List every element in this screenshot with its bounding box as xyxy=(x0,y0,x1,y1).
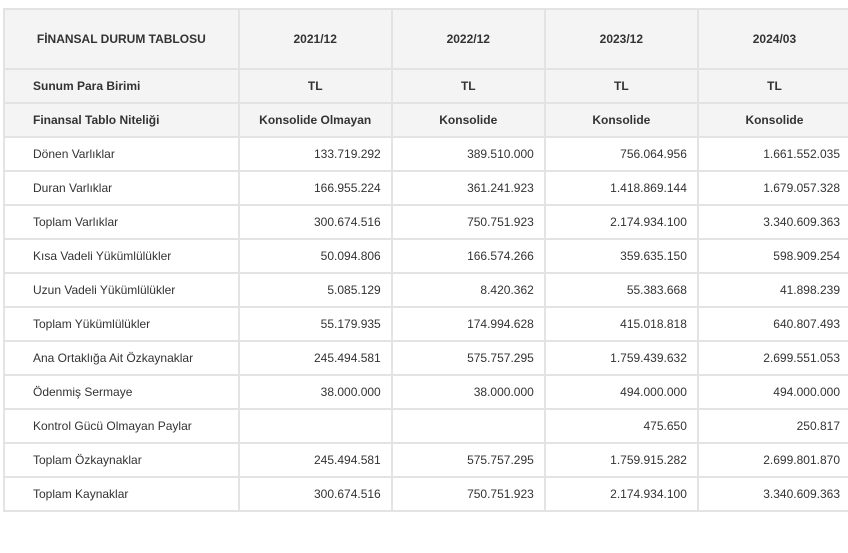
value-cell xyxy=(237,408,393,444)
value-cell: 55.383.668 xyxy=(543,272,699,308)
value-cell: 55.179.935 xyxy=(237,306,393,342)
row-label: Dönen Varlıklar xyxy=(3,136,240,172)
row-label: Uzun Vadeli Yükümlülükler xyxy=(3,272,240,308)
value-cell: 389.510.000 xyxy=(390,136,546,172)
value-cell: 415.018.818 xyxy=(543,306,699,342)
row-label: Kontrol Gücü Olmayan Paylar xyxy=(3,408,240,444)
value-cell: 245.494.581 xyxy=(237,340,393,376)
row-label: Toplam Kaynaklar xyxy=(3,476,240,512)
value-cell: 50.094.806 xyxy=(237,238,393,274)
value-cell: 361.241.923 xyxy=(390,170,546,206)
value-cell: 245.494.581 xyxy=(237,442,393,478)
value-cell: 1.661.552.035 xyxy=(696,136,848,172)
header-row: FİNANSAL DURUM TABLOSU 2021/12 2022/12 2… xyxy=(3,8,848,70)
row-label: Toplam Özkaynaklar xyxy=(3,442,240,478)
value-cell: 41.898.239 xyxy=(696,272,848,308)
table-row: Toplam Özkaynaklar 245.494.581 575.757.295… xyxy=(3,442,848,478)
value-cell: 3.340.609.363 xyxy=(696,204,848,240)
table-row: Duran Varlıklar 166.955.224 361.241.923 1.4… xyxy=(3,170,848,206)
period-header: 2023/12 xyxy=(543,8,699,70)
value-cell: 1.759.915.282 xyxy=(543,442,699,478)
table-row: Ödenmiş Sermaye 38.000.000 38.000.000 494.0… xyxy=(3,374,848,410)
value-cell: 166.574.266 xyxy=(390,238,546,274)
period-header: 2021/12 xyxy=(237,8,393,70)
value-cell: 8.420.362 xyxy=(390,272,546,308)
statement-nature-row: Finansal Tablo Niteliği Konsolide Olmaya… xyxy=(3,102,848,138)
value-cell: 494.000.000 xyxy=(543,374,699,410)
row-label: Sunum Para Birimi xyxy=(3,68,240,104)
value-cell: 174.994.628 xyxy=(390,306,546,342)
period-header: 2024/03 xyxy=(696,8,848,70)
value-cell: 359.635.150 xyxy=(543,238,699,274)
value-cell: 166.955.224 xyxy=(237,170,393,206)
value-cell: 494.000.000 xyxy=(696,374,848,410)
value-cell: 38.000.000 xyxy=(390,374,546,410)
value-cell: 38.000.000 xyxy=(237,374,393,410)
row-label: Kısa Vadeli Yükümlülükler xyxy=(3,238,240,274)
table-row: Toplam Varlıklar 300.674.516 750.751.923 2.… xyxy=(3,204,848,240)
nature-cell: Konsolide xyxy=(390,102,546,138)
currency-row: Sunum Para Birimi TL TL TL TL xyxy=(3,68,848,104)
value-cell: 3.340.609.363 xyxy=(696,476,848,512)
table-row: Kısa Vadeli Yükümlülükler 50.094.806 166.5… xyxy=(3,238,848,274)
value-cell: 250.817 xyxy=(696,408,848,444)
period-header: 2022/12 xyxy=(390,8,546,70)
currency-cell: TL xyxy=(543,68,699,104)
value-cell: 300.674.516 xyxy=(237,204,393,240)
value-cell: 1.418.869.144 xyxy=(543,170,699,206)
currency-cell: TL xyxy=(390,68,546,104)
table-row: Toplam Yükümlülükler 55.179.935 174.994.62… xyxy=(3,306,848,342)
value-cell: 2.174.934.100 xyxy=(543,476,699,512)
nature-cell: Konsolide Olmayan xyxy=(237,102,393,138)
table-row: Toplam Kaynaklar 300.674.516 750.751.923 2.… xyxy=(3,476,848,512)
row-label: Toplam Varlıklar xyxy=(3,204,240,240)
row-label: Finansal Tablo Niteliği xyxy=(3,102,240,138)
value-cell: 750.751.923 xyxy=(390,204,546,240)
row-label: Ödenmiş Sermaye xyxy=(3,374,240,410)
value-cell: 300.674.516 xyxy=(237,476,393,512)
row-label: Ana Ortaklığa Ait Özkaynaklar xyxy=(3,340,240,376)
table-row: Ana Ortaklığa Ait Özkaynaklar 245.494.581… xyxy=(3,340,848,376)
row-label: Duran Varlıklar xyxy=(3,170,240,206)
nature-cell: Konsolide xyxy=(543,102,699,138)
value-cell: 575.757.295 xyxy=(390,340,546,376)
financial-statement-table: FİNANSAL DURUM TABLOSU 2021/12 2022/12 2… xyxy=(3,8,848,512)
currency-cell: TL xyxy=(237,68,393,104)
table-title: FİNANSAL DURUM TABLOSU xyxy=(3,8,240,70)
row-label: Toplam Yükümlülükler xyxy=(3,306,240,342)
value-cell: 1.759.439.632 xyxy=(543,340,699,376)
value-cell: 756.064.956 xyxy=(543,136,699,172)
value-cell: 2.699.551.053 xyxy=(696,340,848,376)
table-row: Uzun Vadeli Yükümlülükler 5.085.129 8.420.… xyxy=(3,272,848,308)
value-cell: 133.719.292 xyxy=(237,136,393,172)
value-cell: 475.650 xyxy=(543,408,699,444)
table-row: Kontrol Gücü Olmayan Paylar 475.650 250.81… xyxy=(3,408,848,444)
value-cell: 598.909.254 xyxy=(696,238,848,274)
value-cell: 2.174.934.100 xyxy=(543,204,699,240)
currency-cell: TL xyxy=(696,68,848,104)
table-row: Dönen Varlıklar 133.719.292 389.510.000 756… xyxy=(3,136,848,172)
value-cell: 5.085.129 xyxy=(237,272,393,308)
value-cell: 750.751.923 xyxy=(390,476,546,512)
nature-cell: Konsolide xyxy=(696,102,848,138)
value-cell xyxy=(390,408,546,444)
value-cell: 575.757.295 xyxy=(390,442,546,478)
value-cell: 2.699.801.870 xyxy=(696,442,848,478)
value-cell: 1.679.057.328 xyxy=(696,170,848,206)
value-cell: 640.807.493 xyxy=(696,306,848,342)
